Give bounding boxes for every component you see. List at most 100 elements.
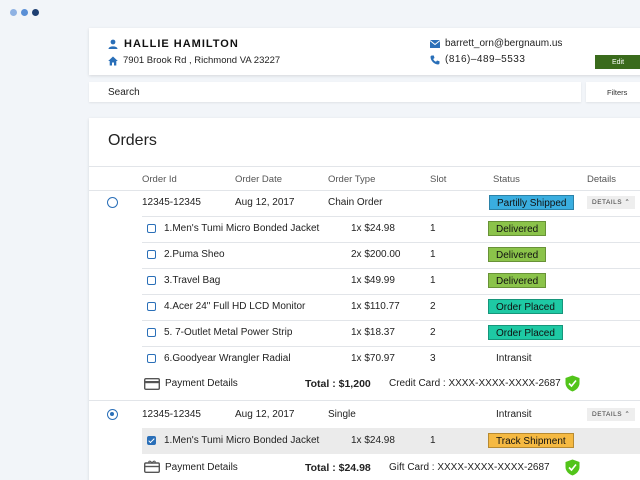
- item-name: 4.Acer 24" Full HD LCD Monitor: [164, 301, 306, 312]
- payment-details-row: Payment Details Total : $1,200 Credit Ca…: [89, 371, 640, 397]
- divider: [142, 268, 640, 269]
- item-checkbox[interactable]: [147, 224, 156, 233]
- details-button-label: DETAILS: [592, 411, 623, 418]
- customer-address: 7901 Brook Rd , Richmond VA 23227: [123, 55, 281, 66]
- order-type: Chain Order: [328, 197, 383, 208]
- order-item-row[interactable]: 1.Men's Tumi Micro Bonded Jacket 1x $24.…: [142, 428, 640, 454]
- order-total: Total : $24.98: [305, 462, 371, 474]
- home-icon: [108, 56, 118, 65]
- item-checkbox[interactable]: [147, 276, 156, 285]
- window-dot-2: [21, 9, 28, 16]
- status-badge: Delivered: [488, 247, 547, 262]
- divider: [142, 346, 640, 347]
- credit-card-icon: [144, 378, 160, 390]
- column-header-order-id: Order Id: [142, 174, 177, 185]
- item-checkbox[interactable]: [147, 302, 156, 311]
- payment-method: Gift Card : XXXX-XXXX-XXXX-2687: [389, 462, 550, 473]
- details-button[interactable]: DETAILS ⌃: [587, 408, 636, 421]
- column-header-order-date: Order Date: [235, 174, 282, 185]
- window-dot-1: [10, 9, 17, 16]
- item-name: 6.Goodyear Wrangler Radial: [164, 353, 291, 364]
- item-name: 3.Travel Bag: [164, 275, 221, 286]
- customer-phone-row: (816)–489–5533: [430, 54, 525, 65]
- order-item-row[interactable]: 4.Acer 24" Full HD LCD Monitor 1x $110.7…: [89, 294, 640, 320]
- item-slot: 1: [430, 275, 436, 286]
- item-slot: 1: [430, 249, 436, 260]
- order-type: Single: [328, 409, 356, 420]
- window-dot-3: [32, 9, 39, 16]
- status-badge: Partilly Shipped: [489, 195, 575, 210]
- search-bar: [89, 82, 581, 103]
- order-item-row[interactable]: 3.Travel Bag 1x $49.99 1 Delivered: [89, 268, 640, 294]
- search-input[interactable]: [89, 82, 581, 103]
- order-row[interactable]: 12345-12345 Aug 12, 2017 Single Intransi…: [89, 402, 640, 428]
- order-item-row[interactable]: 2.Puma Sheo 2x $200.00 1 Delivered: [89, 242, 640, 268]
- details-button[interactable]: DETAILS ⌃: [587, 196, 636, 209]
- order-select-radio[interactable]: [107, 197, 118, 208]
- column-header-slot: Slot: [430, 174, 447, 185]
- divider: [89, 190, 640, 191]
- customer-email-row: barrett_orn@bergnaum.us: [430, 38, 562, 49]
- status-badge: Order Placed: [488, 325, 563, 340]
- phone-icon: [430, 55, 440, 64]
- item-name: 5. 7-Outlet Metal Power Strip: [164, 327, 293, 338]
- customer-address-row: 7901 Brook Rd , Richmond VA 23227: [108, 55, 280, 66]
- column-header-order-type: Order Type: [328, 174, 376, 185]
- divider: [142, 216, 640, 217]
- customer-email[interactable]: barrett_orn@bergnaum.us: [445, 38, 563, 49]
- divider: [89, 400, 640, 401]
- details-button-label: DETAILS: [592, 199, 623, 206]
- status-badge: Order Placed: [488, 299, 563, 314]
- order-total: Total : $1,200: [305, 378, 371, 390]
- shield-check-icon: [565, 375, 580, 392]
- status-text: Intransit: [496, 353, 532, 364]
- item-slot: 2: [430, 327, 436, 338]
- order-item-row[interactable]: 6.Goodyear Wrangler Radial 1x $70.97 3 I…: [89, 346, 640, 372]
- orders-panel: Orders Order Id Order Date Order Type Sl…: [89, 118, 640, 480]
- item-slot: 3: [430, 353, 436, 364]
- item-checkbox[interactable]: [147, 328, 156, 337]
- item-name: 1.Men's Tumi Micro Bonded Jacket: [164, 435, 320, 446]
- divider: [89, 166, 640, 167]
- track-shipment-button[interactable]: Track Shipment: [488, 433, 574, 448]
- order-date: Aug 12, 2017: [235, 409, 295, 420]
- order-item-row[interactable]: 1.Men's Tumi Micro Bonded Jacket 1x $24.…: [89, 216, 640, 242]
- order-id: 12345-12345: [142, 409, 201, 420]
- item-qty-price: 1x $49.99: [351, 275, 395, 286]
- filters-button[interactable]: Filters: [586, 82, 640, 102]
- edit-customer-button[interactable]: Edit: [595, 55, 640, 69]
- customer-phone[interactable]: (816)–489–5533: [445, 54, 526, 65]
- gift-card-icon: [144, 460, 160, 473]
- payment-details-label[interactable]: Payment Details: [165, 378, 238, 389]
- orders-title: Orders: [108, 132, 157, 149]
- item-checkbox[interactable]: [147, 250, 156, 259]
- payment-details-row: Payment Details Total : $24.98 Gift Card…: [89, 455, 640, 480]
- item-name: 2.Puma Sheo: [164, 249, 225, 260]
- order-select-radio[interactable]: [107, 409, 118, 420]
- status-text: Intransit: [496, 409, 532, 420]
- status-badge: Delivered: [488, 221, 547, 236]
- shield-check-icon: [565, 459, 580, 476]
- envelope-icon: [430, 39, 440, 48]
- item-qty-price: 2x $200.00: [351, 249, 401, 260]
- item-slot: 2: [430, 301, 436, 312]
- divider: [142, 294, 640, 295]
- item-checkbox[interactable]: [147, 436, 156, 445]
- item-qty-price: 1x $24.98: [351, 223, 395, 234]
- order-row[interactable]: 12345-12345 Aug 12, 2017 Chain Order Par…: [89, 190, 640, 216]
- window-controls: [10, 9, 39, 16]
- status-badge: Delivered: [488, 273, 547, 288]
- item-qty-price: 1x $70.97: [351, 353, 395, 364]
- payment-details-label[interactable]: Payment Details: [165, 462, 238, 473]
- item-checkbox[interactable]: [147, 354, 156, 363]
- user-icon: [108, 39, 118, 49]
- customer-card: HALLIE HAMILTON 7901 Brook Rd , Richmond…: [89, 28, 640, 75]
- item-name: 1.Men's Tumi Micro Bonded Jacket: [164, 223, 320, 234]
- order-id: 12345-12345: [142, 197, 201, 208]
- divider: [142, 242, 640, 243]
- payment-method: Credit Card : XXXX-XXXX-XXXX-2687: [389, 378, 561, 389]
- chevron-up-icon: ⌃: [624, 199, 631, 206]
- item-qty-price: 1x $18.37: [351, 327, 395, 338]
- column-header-status: Status: [493, 174, 520, 185]
- order-item-row[interactable]: 5. 7-Outlet Metal Power Strip 1x $18.37 …: [89, 320, 640, 346]
